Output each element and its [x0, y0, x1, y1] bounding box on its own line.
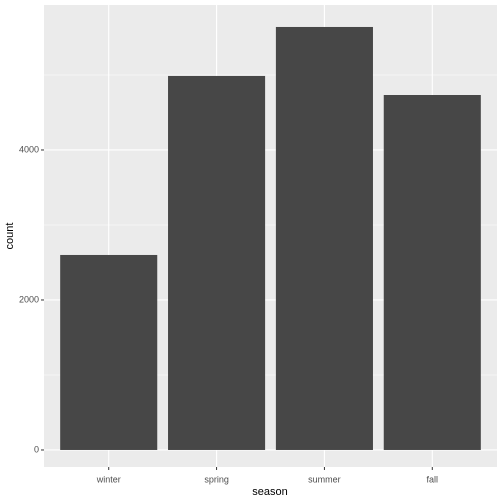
x-axis-title: season: [252, 486, 287, 498]
x-tick-label: summer: [308, 474, 341, 484]
bar: [168, 75, 266, 450]
y-tick-label: 0: [34, 444, 39, 454]
y-tick-label: 4000: [19, 144, 39, 154]
y-tick-label: 2000: [19, 294, 39, 304]
x-tick-label: fall: [427, 474, 439, 484]
bar: [275, 26, 373, 450]
bar: [60, 254, 158, 450]
y-axis-title: count: [4, 223, 16, 250]
x-tick-label: winter: [96, 474, 121, 484]
x-tick-label: spring: [204, 474, 229, 484]
bar: [383, 95, 481, 450]
